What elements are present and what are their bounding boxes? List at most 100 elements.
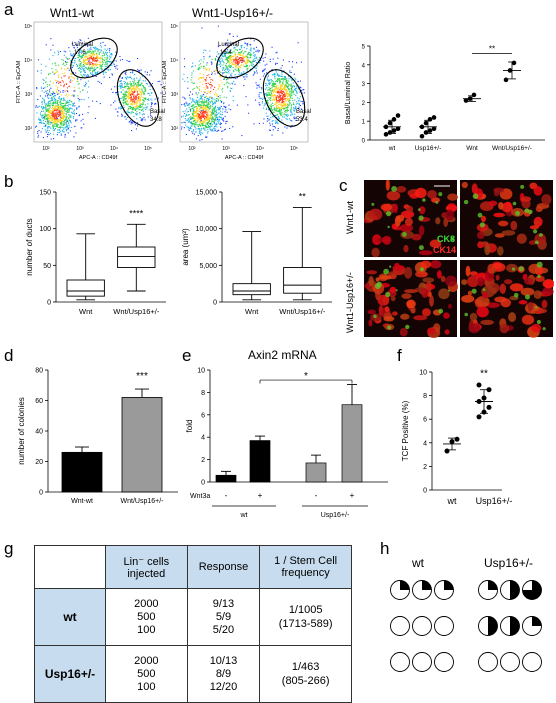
table-cell: 9/13 5/9 5/20 (186, 588, 261, 646)
flow-event (205, 136, 207, 138)
flow-event (52, 115, 54, 117)
flow-event (284, 126, 286, 128)
flow-event (252, 65, 254, 67)
flow-event (222, 72, 224, 74)
flow-event (110, 54, 112, 56)
flow-event (262, 122, 264, 124)
cell (518, 300, 528, 305)
flow-event (60, 103, 62, 105)
flow-event (193, 109, 195, 111)
flow-event (225, 57, 227, 59)
flow-event (41, 101, 43, 103)
flow-event (56, 124, 58, 126)
flow-event (86, 44, 88, 46)
flow-event (276, 121, 278, 123)
cell-green (375, 283, 381, 290)
flow-event (292, 103, 294, 105)
flow-event (200, 125, 202, 127)
flow-event (51, 122, 53, 124)
cell-green (472, 193, 479, 199)
flow-event (251, 62, 253, 64)
data-point (431, 115, 437, 120)
flow-event (127, 98, 129, 100)
flow-event (150, 115, 152, 117)
flow-event (227, 86, 229, 88)
flow-event (245, 65, 247, 67)
flow-event (220, 79, 222, 81)
flow-event (226, 57, 228, 59)
flow-event (255, 61, 257, 63)
flow-event (246, 70, 248, 72)
flow-event (278, 79, 280, 81)
flow-event (203, 116, 205, 118)
cell (404, 289, 418, 294)
flow-event (277, 102, 279, 104)
y-tick-label: 0 (423, 488, 427, 495)
flow-event (143, 86, 145, 88)
flow-event (207, 131, 209, 133)
flow-event (217, 72, 219, 74)
cell (516, 233, 527, 244)
flow-event (64, 123, 66, 125)
flow-event (211, 62, 213, 64)
flow-event (94, 54, 96, 56)
basal-value: 53.4 (296, 117, 308, 123)
flow-event (45, 120, 47, 122)
flow-event (300, 61, 302, 63)
flow-event (287, 86, 289, 88)
flow-event (41, 114, 43, 116)
flow-event (278, 74, 280, 76)
flow-event (138, 79, 140, 81)
flow-event (232, 100, 234, 102)
flow-event (274, 88, 276, 90)
flow-event (274, 78, 276, 80)
flow-event (269, 88, 271, 90)
flow-event (274, 86, 276, 88)
flow-event (244, 56, 246, 58)
flow-event (216, 94, 218, 96)
flow-event (263, 97, 265, 99)
flow-y-axis-label: FITC-A :: EpCAM (16, 60, 22, 103)
flow-event (98, 57, 100, 59)
flow-event (75, 119, 77, 121)
flow-event (244, 78, 246, 80)
flow-event (100, 46, 102, 48)
flow-event (299, 116, 301, 118)
flow-event (229, 67, 231, 69)
flow-event (127, 117, 129, 119)
flow-event (289, 102, 291, 104)
cell-green (435, 201, 439, 204)
cell (382, 235, 392, 245)
flow-event (59, 115, 61, 117)
flow-event (222, 68, 224, 70)
x-tick-label: 10³ (76, 146, 84, 152)
flow-event (87, 55, 89, 57)
flow-event (80, 127, 82, 129)
flow-event (137, 104, 139, 106)
flow-event (301, 90, 303, 92)
flow-event (266, 100, 268, 102)
flow-event (229, 76, 231, 78)
flow-event (204, 105, 206, 107)
flow-event (237, 59, 239, 61)
flow-event (276, 87, 278, 89)
flow-event (101, 65, 103, 67)
flow-event (114, 100, 116, 102)
flow-event (97, 70, 99, 72)
cell (467, 290, 472, 297)
flow-event (208, 102, 210, 104)
flow-event (275, 110, 277, 112)
flow-event (199, 116, 201, 118)
flow-event (218, 64, 220, 66)
flow-event (140, 84, 142, 86)
flow-event (84, 71, 86, 73)
cell-green (373, 314, 377, 319)
flow-event (221, 118, 223, 120)
flow-event (292, 82, 294, 84)
flow-event (63, 97, 65, 99)
flow-event (132, 101, 134, 103)
flow-event (231, 72, 233, 74)
flow-event (279, 96, 281, 98)
flow-event (199, 131, 201, 133)
flow-event (234, 54, 236, 56)
